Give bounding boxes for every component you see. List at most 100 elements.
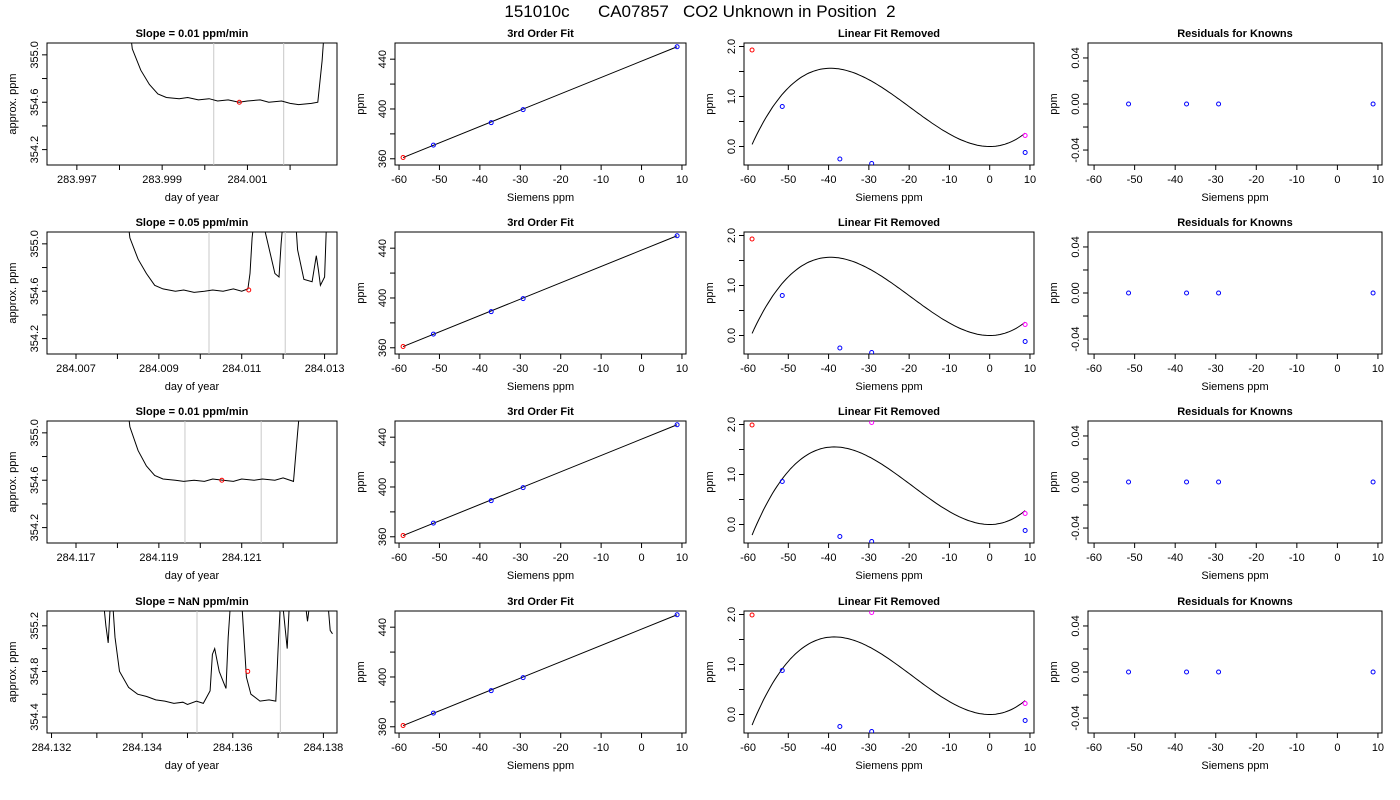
- plot-area: [400, 612, 680, 729]
- x-tick-label: -50: [1127, 174, 1143, 186]
- known-point: [779, 104, 785, 109]
- x-tick-label: -40: [1167, 552, 1183, 564]
- y-tick-label: 355.0: [29, 230, 41, 258]
- plot-frame: [743, 42, 1035, 166]
- known-point: [1370, 479, 1376, 485]
- plot-frame: [1087, 231, 1383, 355]
- x-tick-label: 284.011: [222, 363, 261, 375]
- plot-frame: [46, 610, 338, 734]
- known-point: [1126, 101, 1132, 107]
- x-tick-label: 0: [1334, 552, 1340, 564]
- x-tick-label: 10: [676, 363, 688, 375]
- x-axis-label: Siemens ppm: [507, 192, 574, 204]
- known-point: [779, 479, 785, 484]
- x-tick-label: 0: [987, 552, 993, 564]
- x-tick-label: -10: [941, 742, 957, 754]
- x-axis-label: day of year: [165, 381, 220, 393]
- x-tick-label: -30: [861, 174, 877, 186]
- y-tick-label: 400: [377, 100, 389, 118]
- plot-frame: [394, 231, 687, 355]
- y-tick-label: -0.04: [1070, 326, 1082, 351]
- x-tick-label: -60: [740, 363, 756, 375]
- known-point: [869, 729, 875, 733]
- y-tick-label: 360: [377, 339, 389, 357]
- x-tick-label: 284.138: [304, 742, 344, 754]
- y-tick-label: 354.2: [29, 136, 41, 164]
- x-tick-label: -50: [780, 742, 796, 754]
- x-tick-label: -50: [432, 742, 448, 754]
- ppm-trace-line: [295, 232, 327, 287]
- x-tick-label: -10: [941, 552, 957, 564]
- y-tick-label: 440: [377, 239, 389, 257]
- fit-curve: [751, 636, 1026, 726]
- known-point: [520, 675, 526, 681]
- known-point: [1184, 669, 1190, 675]
- x-tick-label: -50: [432, 363, 448, 375]
- y-tick-label: -0.04: [1070, 705, 1082, 730]
- x-tick-label: -50: [1127, 363, 1143, 375]
- ppm-trace-line: [112, 611, 231, 706]
- unknown_alt-point: [1022, 133, 1028, 138]
- x-axis-label: Siemens ppm: [855, 570, 922, 582]
- known-point: [1126, 290, 1132, 296]
- x-axis-label: Siemens ppm: [1201, 760, 1268, 772]
- fit-curve: [751, 446, 1026, 536]
- known-point: [779, 293, 785, 298]
- y-tick-label: 2.0: [726, 39, 738, 54]
- x-tick-label: -10: [593, 174, 609, 186]
- y-axis-label: ppm: [1048, 471, 1060, 492]
- y-tick-label: 400: [377, 478, 389, 496]
- x-tick-label: -60: [1086, 174, 1102, 186]
- x-tick-label: -10: [941, 363, 957, 375]
- y-tick-label: 1.0: [726, 467, 738, 482]
- y-axis-label: ppm: [355, 471, 367, 492]
- x-tick-label: -30: [861, 742, 877, 754]
- plot-frame: [743, 420, 1035, 544]
- panel-r1-c4: Residuals for Knowns -60 -50 -40 -30 -20 -10 0 1…: [1048, 28, 1384, 204]
- plot-frame: [394, 610, 687, 734]
- x-tick-label: 0: [638, 742, 644, 754]
- x-tick-label: -60: [391, 363, 407, 375]
- y-tick-label: 2.0: [726, 607, 738, 622]
- known-point: [837, 724, 843, 729]
- panel-r4-c1: Slope = NaN ppm/min 284.132 284.134 284.136…: [7, 596, 343, 772]
- sample-marker: [236, 99, 242, 105]
- x-tick-label: -20: [901, 174, 917, 186]
- ppm-trace-line: [264, 232, 283, 279]
- x-tick-label: 0: [638, 174, 644, 186]
- unknown-point: [400, 155, 406, 161]
- x-tick-label: 0: [987, 742, 993, 754]
- y-axis-label: ppm: [704, 282, 716, 303]
- x-tick-label: -50: [1127, 742, 1143, 754]
- unknown_alt-point: [869, 611, 875, 615]
- plot-frame: [394, 420, 687, 544]
- x-tick-label: 10: [1372, 742, 1384, 754]
- x-tick-label: 0: [1334, 174, 1340, 186]
- plot-area: [128, 232, 327, 354]
- x-tick-label: 10: [1372, 552, 1384, 564]
- known-point: [1022, 718, 1028, 723]
- y-tick-label: 0.04: [1070, 47, 1082, 68]
- known-point: [674, 422, 680, 428]
- y-tick-label: 400: [377, 668, 389, 686]
- sample-marker: [219, 477, 225, 483]
- y-tick-label: 354.6: [29, 88, 41, 116]
- known-point: [1370, 290, 1376, 296]
- y-tick-label: 360: [377, 718, 389, 736]
- known-point: [1370, 101, 1376, 107]
- y-tick-label: 440: [377, 50, 389, 68]
- y-tick-label: 355.0: [29, 419, 41, 447]
- plot-area: [749, 611, 1028, 733]
- y-axis-label: approx. ppm: [7, 73, 19, 134]
- known-point: [1216, 479, 1222, 485]
- plot-area: [1126, 669, 1376, 675]
- y-tick-label: 440: [377, 618, 389, 636]
- x-tick-label: 284.013: [305, 363, 345, 375]
- plot-frame: [46, 42, 338, 166]
- y-tick-label: -0.04: [1070, 137, 1082, 162]
- panel-r3-c1: Slope = 0.01 ppm/min 284.117 284.119 284.12…: [7, 406, 338, 582]
- plot-area: [1126, 101, 1376, 107]
- y-tick-label: 2.0: [726, 417, 738, 432]
- known-point: [488, 309, 494, 315]
- y-axis-label: approx. ppm: [7, 262, 19, 323]
